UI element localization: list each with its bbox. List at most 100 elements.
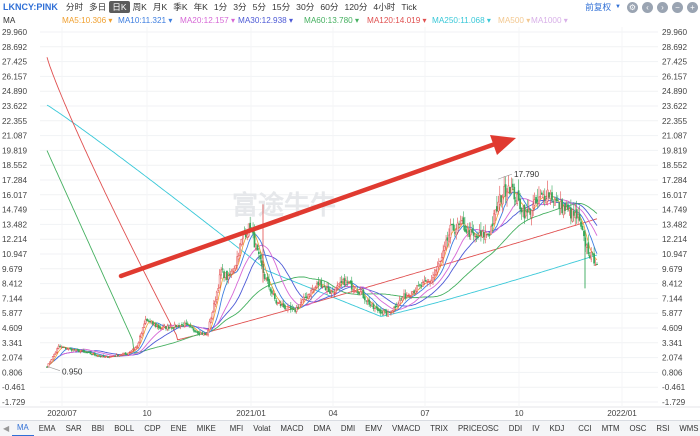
plus-icon[interactable]: + xyxy=(687,1,698,13)
candle-body-148 xyxy=(260,260,263,266)
indicator-tab-21[interactable]: MTM xyxy=(601,423,620,433)
indicator-tab-4[interactable]: BOLL xyxy=(114,423,135,433)
candle-body-174 xyxy=(298,304,301,308)
period-tab-6[interactable]: 年K xyxy=(193,2,208,12)
high-annotation: 17.790 xyxy=(514,170,539,179)
period-tab-8[interactable]: 3分 xyxy=(233,2,247,12)
candle-body-240 xyxy=(394,305,397,308)
indicator-tab-12[interactable]: DMI xyxy=(340,423,356,433)
ma-legend-item-7[interactable]: MA500 ▾ xyxy=(498,16,531,25)
candle-body-15 xyxy=(67,348,70,350)
period-tab-14[interactable]: 4小时 xyxy=(373,2,396,12)
period-tab-12[interactable]: 60分 xyxy=(320,2,339,12)
candle-body-63 xyxy=(137,342,140,348)
indicator-tab-19[interactable]: KDJ xyxy=(549,423,565,433)
chevron-left-icon[interactable]: ‹ xyxy=(642,1,653,13)
indicator-tab-23[interactable]: RSI xyxy=(656,423,670,433)
indicator-tab-15[interactable]: TRIX xyxy=(430,423,448,433)
indicator-tab-16[interactable]: PRICEOSC xyxy=(457,423,499,433)
candle-body-36 xyxy=(98,355,101,357)
indicator-tab-0[interactable]: MA xyxy=(12,421,34,436)
candle-body-125 xyxy=(227,275,230,280)
indicator-tab-10[interactable]: MACD xyxy=(280,423,304,433)
ma-legend-item-0[interactable]: MA5:10.306 ▾ xyxy=(62,16,113,25)
ma60-line xyxy=(46,150,598,354)
indicator-tab-9[interactable]: Volat xyxy=(253,423,271,433)
y-label-right-5: 23.622 xyxy=(662,102,687,111)
period-tab-3[interactable]: 周K xyxy=(132,2,147,12)
candle-body-299 xyxy=(480,230,482,236)
ma-legend-item-2[interactable]: MA20:12.157 ▾ xyxy=(180,16,236,25)
candle-body-282 xyxy=(455,229,458,236)
candle-body-177 xyxy=(303,296,305,301)
period-tab-10[interactable]: 15分 xyxy=(272,2,291,12)
indicator-tab-17[interactable]: DDI xyxy=(508,423,523,433)
period-tab-13[interactable]: 120分 xyxy=(344,2,368,12)
candle-body-156 xyxy=(272,293,275,295)
period-tab-4[interactable]: 月K xyxy=(152,2,168,12)
period-tab-9[interactable]: 5分 xyxy=(252,2,267,12)
candle-body-243 xyxy=(398,299,401,305)
candle-body-226 xyxy=(374,307,376,309)
period-tab-15[interactable]: Tick xyxy=(401,2,417,12)
period-tab-11[interactable]: 30分 xyxy=(296,2,315,12)
candle-body-372 xyxy=(585,244,588,248)
ma-legend-item-8[interactable]: MA1000 ▾ xyxy=(531,16,568,25)
candle-body-99 xyxy=(189,325,192,327)
indicator-tab-13[interactable]: EMV xyxy=(365,423,383,433)
ma-legend-item-4[interactable]: MA60:13.780 ▾ xyxy=(304,16,360,25)
candle-body-231 xyxy=(381,312,384,314)
period-tab-5[interactable]: 季K xyxy=(173,2,188,12)
chevron-down-icon[interactable]: ▼ xyxy=(615,4,621,10)
minus-icon[interactable]: − xyxy=(672,1,683,13)
ma-legend-item-6[interactable]: MA250:11.068 ▾ xyxy=(432,16,492,25)
ma-legend-item-5[interactable]: MA120:14.019 ▾ xyxy=(367,16,427,25)
indicator-tab-3[interactable]: BBI xyxy=(91,423,105,433)
indicator-tab-18[interactable]: IV xyxy=(532,423,540,433)
y-label-left-14: 12.214 xyxy=(2,235,27,244)
indicator-bar: ◀ MA EMA SAR BBI BOLL CDP ENE MIKE MFI Volat MACD DM… xyxy=(0,420,700,436)
indicator-tab-8[interactable]: MFI xyxy=(229,423,244,433)
candle-body-178 xyxy=(304,296,307,299)
candle-body-376 xyxy=(591,253,594,255)
indicator-tab-2[interactable]: SAR xyxy=(65,423,82,433)
period-tab-1[interactable]: 多日 xyxy=(89,2,107,12)
y-label-left-4: 24.890 xyxy=(2,87,27,96)
indicator-tab-5[interactable]: CDP xyxy=(144,423,161,433)
indicator-tab-6[interactable]: ENE xyxy=(170,423,187,433)
chevron-right-icon[interactable]: › xyxy=(657,1,668,13)
indicator-tab-20[interactable]: CCI xyxy=(578,423,592,433)
y-label-left-15: 10.947 xyxy=(2,250,27,259)
candle-body-344 xyxy=(545,198,548,204)
period-tab-0[interactable]: 分时 xyxy=(65,2,84,12)
indicator-tab-14[interactable]: VMACD xyxy=(392,423,421,433)
symbol-label[interactable]: LKNCY:PINK xyxy=(3,2,58,12)
indicator-tab-1[interactable]: EMA xyxy=(38,423,56,433)
indicator-tab-24[interactable]: WMS xyxy=(679,423,699,433)
indicator-tab-22[interactable]: OSC xyxy=(629,423,647,433)
candle-body-92 xyxy=(179,325,182,327)
candle-body-179 xyxy=(305,296,308,299)
candle-body-146 xyxy=(258,251,260,255)
x-label-6: 2022/01 xyxy=(607,409,637,418)
y-label-left-12: 14.749 xyxy=(2,206,27,215)
adjust-dropdown[interactable]: 前复权 xyxy=(585,2,612,12)
indicator-tab-11[interactable]: DMA xyxy=(313,423,331,433)
candle-body-230 xyxy=(379,309,382,314)
candle-body-113 xyxy=(210,318,212,323)
scroll-left-icon[interactable]: ◀ xyxy=(3,423,9,433)
gear-icon[interactable]: ⚙ xyxy=(627,1,638,13)
period-tab-2[interactable]: 日K xyxy=(109,1,130,13)
candle-body-345 xyxy=(546,189,549,202)
candle-body-61 xyxy=(134,347,137,351)
kline-chart[interactable]: 29.960 29.960 28.692 28.692 27.425 27.425 26.1… xyxy=(0,27,700,420)
candle-body-275 xyxy=(445,239,447,249)
ma-legend-item-1[interactable]: MA10:11.321 ▾ xyxy=(118,16,173,25)
indicator-tab-7[interactable]: MIKE xyxy=(196,423,216,433)
ma-legend-item-3[interactable]: MA30:12.938 ▾ xyxy=(238,16,294,25)
candle-body-373 xyxy=(587,242,590,255)
candle-body-168 xyxy=(289,306,292,310)
candle-body-158 xyxy=(275,300,278,304)
period-tab-7[interactable]: 1分 xyxy=(213,2,228,12)
candle-body-312 xyxy=(498,194,501,205)
